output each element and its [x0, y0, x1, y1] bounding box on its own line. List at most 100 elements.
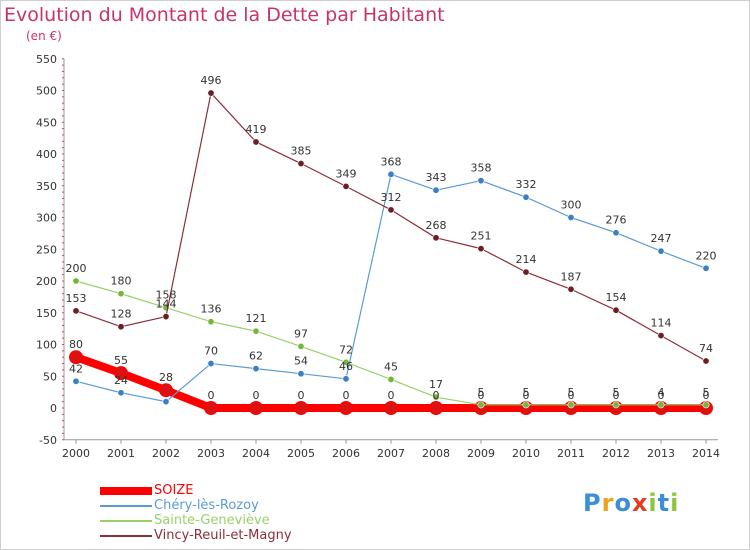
data-point — [72, 307, 80, 315]
data-point — [429, 401, 443, 415]
data-label: 419 — [246, 123, 267, 136]
data-point — [612, 229, 620, 237]
proxiti-logo: Proxiti — [583, 489, 679, 517]
data-point — [294, 401, 308, 415]
data-label: 154 — [606, 291, 627, 304]
data-label: 97 — [294, 327, 308, 340]
x-tick-label: 2000 — [62, 447, 90, 460]
data-label: 385 — [291, 145, 312, 158]
data-label: 158 — [156, 289, 177, 302]
data-point — [117, 389, 125, 397]
data-label: 180 — [111, 275, 132, 288]
data-point — [207, 318, 215, 326]
data-point — [162, 398, 170, 406]
x-tick-label: 2006 — [332, 447, 360, 460]
data-point — [114, 366, 128, 381]
data-label: 312 — [381, 191, 402, 204]
data-point — [252, 138, 260, 146]
data-point — [567, 214, 575, 222]
data-label: 247 — [651, 232, 672, 245]
data-label: 5 — [523, 386, 530, 399]
data-label: 72 — [339, 343, 353, 356]
data-label: 136 — [201, 303, 222, 316]
chart-svg: 550500450400350300250200150100500-502000… — [36, 53, 720, 460]
x-tick-label: 2010 — [512, 447, 540, 460]
data-point — [612, 401, 620, 409]
x-tick-label: 2005 — [287, 447, 315, 460]
y-tick-label: 350 — [36, 180, 57, 193]
y-tick-label: 500 — [36, 85, 57, 98]
data-point — [69, 350, 83, 365]
y-tick-label: 50 — [43, 370, 57, 383]
y-tick-label: 200 — [36, 275, 57, 288]
data-point — [252, 365, 260, 373]
data-label: 80 — [69, 338, 83, 351]
x-tick-label: 2013 — [647, 447, 675, 460]
legend-label-soize: SOIZE — [154, 483, 194, 498]
data-label: 0 — [523, 389, 530, 402]
data-label: 220 — [696, 249, 717, 262]
logo-letter: i — [648, 489, 658, 517]
data-point — [207, 360, 215, 368]
data-point — [342, 182, 350, 190]
data-label: 0 — [343, 389, 350, 402]
data-label: 62 — [249, 350, 263, 363]
data-point — [159, 383, 173, 398]
data-point — [249, 401, 263, 415]
data-label: 358 — [471, 162, 492, 175]
data-point — [297, 342, 305, 350]
logo-letter: t — [657, 489, 671, 517]
logo-letter: o — [614, 489, 632, 517]
data-point — [387, 206, 395, 214]
y-tick-label: 250 — [36, 243, 57, 256]
data-label: 496 — [201, 74, 222, 87]
data-point — [567, 285, 575, 293]
data-point — [432, 234, 440, 242]
x-tick-label: 2014 — [692, 447, 720, 460]
data-point — [567, 401, 575, 409]
data-point — [72, 377, 80, 385]
data-point — [477, 245, 485, 253]
data-label: 0 — [208, 389, 215, 402]
data-label: 0 — [478, 389, 485, 402]
data-label: 300 — [561, 199, 582, 212]
data-point — [657, 401, 665, 409]
data-point — [702, 401, 710, 409]
data-label: 121 — [246, 312, 267, 325]
data-label: 268 — [426, 219, 447, 232]
y-tick-label: 0 — [50, 402, 57, 415]
data-point — [702, 264, 710, 272]
data-label: 5 — [703, 386, 710, 399]
data-label: 46 — [339, 360, 353, 373]
data-label: 0 — [433, 389, 440, 402]
data-label: 0 — [388, 389, 395, 402]
data-point — [339, 401, 353, 415]
legend-swatch-chery — [100, 505, 152, 507]
data-label: 5 — [478, 386, 485, 399]
data-label: 24 — [114, 374, 128, 387]
data-point — [207, 89, 215, 97]
logo-letter: r — [601, 489, 615, 517]
data-label: 54 — [294, 355, 308, 368]
data-point — [387, 375, 395, 383]
data-label: 0 — [658, 389, 665, 402]
legend-label-sainte-genevieve: Sainte-Geneviève — [154, 513, 270, 528]
data-label: 55 — [114, 354, 128, 367]
chart-unit: (en €) — [26, 29, 62, 43]
data-point — [297, 370, 305, 378]
data-point — [522, 193, 530, 201]
y-tick-label: 150 — [36, 307, 57, 320]
data-label: 128 — [111, 308, 132, 321]
data-point — [432, 393, 440, 401]
chart-title: Evolution du Montant de la Dette par Hab… — [4, 4, 445, 26]
data-label: 70 — [204, 345, 218, 358]
data-label: 276 — [606, 214, 627, 227]
data-point — [72, 277, 80, 285]
data-point — [612, 306, 620, 314]
x-tick-label: 2012 — [602, 447, 630, 460]
x-tick-label: 2007 — [377, 447, 405, 460]
data-label: 45 — [384, 360, 398, 373]
data-point — [657, 332, 665, 340]
data-label: 0 — [568, 389, 575, 402]
